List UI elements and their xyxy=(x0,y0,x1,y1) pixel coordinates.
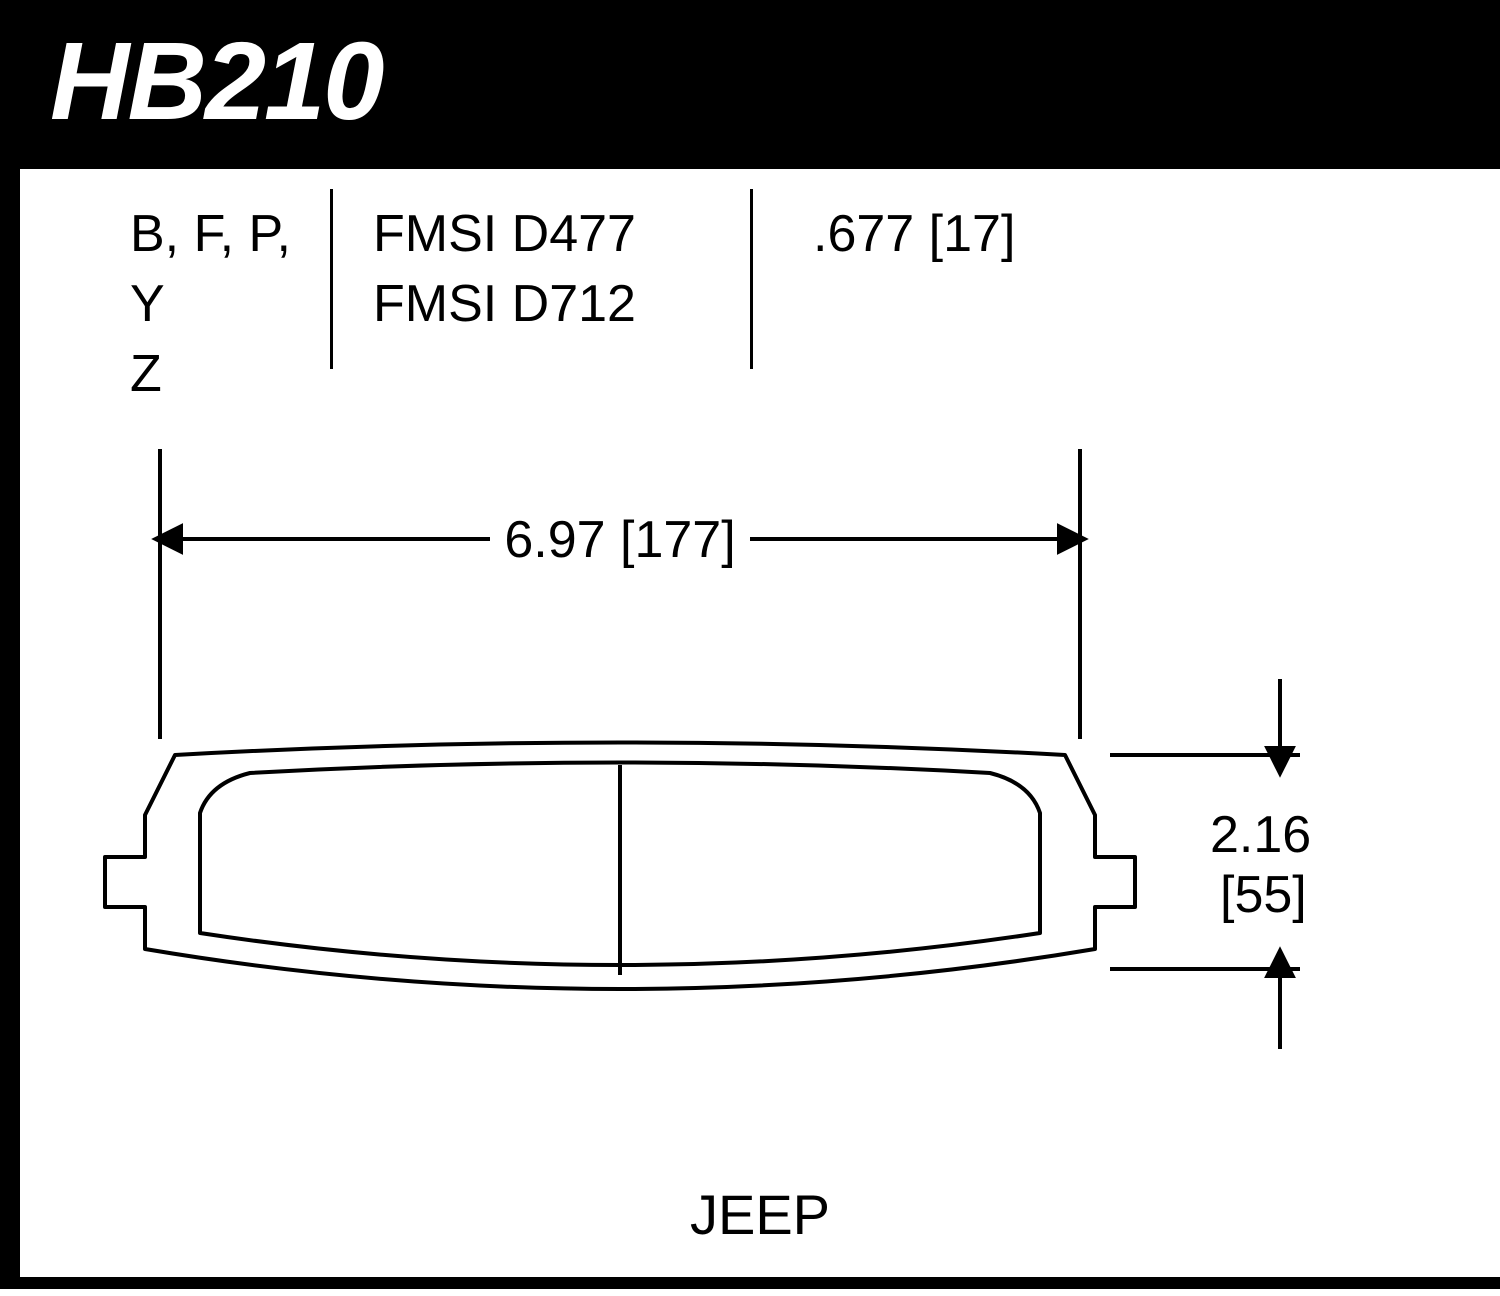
compounds-line1: B, F, P, Y xyxy=(130,199,330,339)
compounds-column: B, F, P, Y Z xyxy=(20,189,330,369)
svg-text:2.16: 2.16 xyxy=(1210,806,1311,864)
part-number: HB210 xyxy=(50,18,1500,145)
fmsi-line1: FMSI D477 xyxy=(373,199,750,269)
vehicle-label: JEEP xyxy=(20,1182,1500,1247)
brake-pad-diagram: 6.97 [177] 2.16[55] xyxy=(20,409,1500,1169)
svg-text:[55]: [55] xyxy=(1220,866,1307,924)
spec-row: B, F, P, Y Z FMSI D477 FMSI D712 .677 [1… xyxy=(20,169,1500,369)
svg-text:6.97 [177]: 6.97 [177] xyxy=(504,511,735,569)
content-frame: B, F, P, Y Z FMSI D477 FMSI D712 .677 [1… xyxy=(0,169,1500,1289)
thickness-value: .677 [17] xyxy=(813,199,1090,269)
thickness-column: .677 [17] xyxy=(750,189,1090,369)
fmsi-line2: FMSI D712 xyxy=(373,269,750,339)
diagram-area: 6.97 [177] 2.16[55] xyxy=(20,409,1500,1277)
fmsi-column: FMSI D477 FMSI D712 xyxy=(330,189,750,369)
compounds-line2: Z xyxy=(130,339,330,409)
header-bar: HB210 xyxy=(0,0,1500,169)
